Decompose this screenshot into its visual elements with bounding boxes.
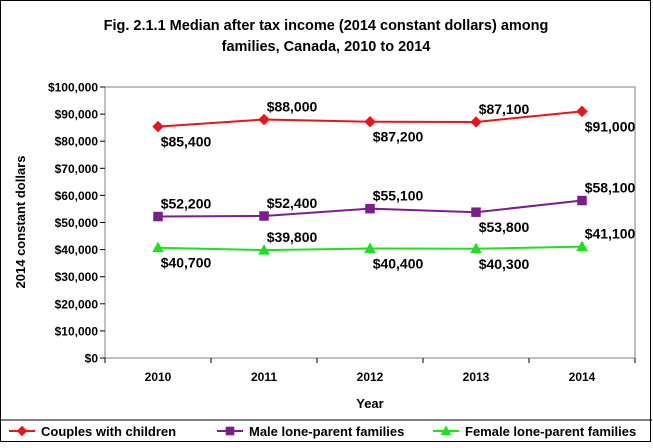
y-tick-label: $50,000 [55, 216, 99, 230]
x-tick-label: 2013 [463, 370, 490, 384]
y-tick-label: $90,000 [55, 108, 99, 122]
data-labels: $85,400 $88,000 $87,200 $87,100 $91,000 $52,2… [161, 99, 636, 272]
y-tick-label: $0 [85, 352, 99, 366]
data-label: $58,100 [585, 180, 636, 196]
data-point-marker [470, 116, 482, 128]
chart-title-line-2: families, Canada, 2010 to 2014 [222, 39, 431, 55]
data-label: $40,400 [373, 256, 424, 272]
data-point-marker [471, 207, 481, 217]
x-tick-label: 2010 [145, 370, 172, 384]
data-point-marker [576, 240, 588, 252]
y-tick-label: $20,000 [55, 297, 99, 311]
data-label: $53,800 [479, 219, 530, 235]
data-label: $91,000 [585, 118, 636, 134]
data-label: $88,000 [267, 99, 318, 115]
chart-title-line-1: Fig. 2.1.1 Median after tax income (2014… [104, 18, 549, 34]
plot-area [104, 86, 636, 359]
data-label: $41,100 [585, 226, 636, 242]
data-label: $40,300 [479, 256, 530, 272]
data-point-marker [152, 120, 164, 133]
data-point-marker [365, 203, 375, 214]
y-tick-label: $80,000 [55, 135, 99, 149]
x-tick-label: 2014 [569, 370, 596, 384]
data-label: $52,200 [161, 196, 212, 212]
legend-swatch-marker [225, 426, 235, 436]
y-tick-label: $100,000 [48, 81, 98, 95]
data-label: $55,100 [373, 188, 424, 204]
y-tick-label: $70,000 [55, 162, 99, 176]
data-point-marker [153, 211, 163, 222]
data-label: $87,100 [479, 101, 530, 117]
data-label: $85,400 [161, 134, 212, 150]
data-point-marker [470, 242, 482, 254]
data-point-marker [258, 113, 270, 126]
legend: Couples with children Male lone-parent fa… [1, 419, 652, 439]
data-point-marker [259, 211, 269, 221]
y-tick-label: $40,000 [55, 243, 99, 257]
data-point-marker [258, 244, 270, 255]
chart-title-group: Fig. 2.1.1 Median after tax income (2014… [104, 18, 549, 55]
series-group [152, 105, 588, 255]
legend-label: Male lone-parent families [249, 424, 404, 439]
legend-label: Couples with children [41, 424, 176, 439]
legend-label: Female lone-parent families [465, 424, 636, 439]
x-tick-label: 2012 [357, 370, 384, 384]
data-point-marker [364, 115, 376, 128]
data-point-marker [152, 241, 164, 253]
x-tick-label: 2011 [251, 370, 277, 384]
legend-swatch-marker [16, 425, 28, 437]
axes: $0 $10,000 $20,000 $30,000 $40,000 $50,000 $60… [48, 81, 636, 384]
y-tick-label: $60,000 [55, 189, 99, 203]
data-point-marker [364, 242, 376, 254]
data-point-marker [576, 105, 588, 118]
y-tick-label: $10,000 [55, 324, 99, 338]
data-label: $52,400 [267, 195, 318, 211]
data-label: $87,200 [373, 129, 424, 145]
y-tick-label: $30,000 [55, 270, 99, 284]
data-point-marker [577, 195, 587, 206]
data-label: $40,700 [161, 255, 212, 271]
legend-swatch-marker [440, 425, 452, 436]
data-label: $39,800 [267, 229, 318, 245]
y-axis-title: 2014 constant dollars [13, 156, 28, 289]
x-axis-title: Year [356, 396, 383, 411]
